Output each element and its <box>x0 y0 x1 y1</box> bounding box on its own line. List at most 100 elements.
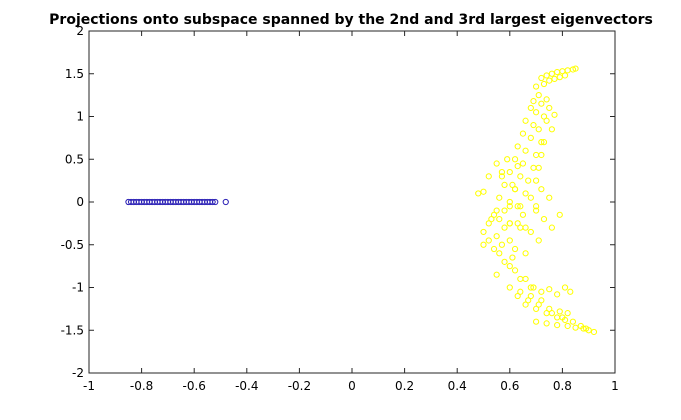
data-point-series-2 <box>509 254 516 261</box>
data-point-series-2 <box>506 263 513 270</box>
data-point-series-2 <box>548 70 555 77</box>
data-point-series-2 <box>480 241 487 248</box>
data-point-series-2 <box>543 72 550 79</box>
data-point-series-2 <box>538 288 545 295</box>
x-tick-label: 0 <box>348 379 356 393</box>
data-point-series-2 <box>533 318 540 325</box>
data-point-series-2 <box>480 188 487 195</box>
data-point-series-2 <box>540 139 548 146</box>
data-point-series-2 <box>551 111 558 118</box>
data-point-series-2 <box>546 286 553 293</box>
data-point-series-2 <box>572 65 579 72</box>
data-point-series-2 <box>548 224 555 231</box>
data-point-series-2 <box>506 168 513 176</box>
data-point-series-2 <box>533 305 540 312</box>
data-point-series-2 <box>504 156 511 163</box>
data-point-series-2 <box>535 301 542 308</box>
data-point-series-2 <box>540 113 548 120</box>
data-point-series-2 <box>546 194 553 201</box>
y-tick-label: 1.5 <box>65 67 84 81</box>
data-point-series-2 <box>548 126 555 133</box>
data-point-series-1 <box>209 198 216 206</box>
data-point-series-2 <box>527 284 534 291</box>
axis-ticks: -1 -0.8 -0.6 -0.4 -0.2 0 0.2 0.4 0.6 0.8 1 -2 -1.5 -1… <box>61 24 619 393</box>
data-point-series-2 <box>567 288 574 295</box>
data-point-series-2 <box>519 160 527 167</box>
data-point-series-2 <box>535 237 542 244</box>
y-tick-label: -1 <box>72 281 84 295</box>
x-tick-label: 0.6 <box>500 379 519 393</box>
data-point-series-2 <box>501 181 508 188</box>
x-tick-label: 0.4 <box>448 379 467 393</box>
data-point-series-2 <box>506 220 513 227</box>
data-point-series-2 <box>496 194 503 201</box>
data-point-series-2 <box>496 250 503 257</box>
data-point-series-2 <box>543 96 550 103</box>
data-point-series-2 <box>533 177 540 184</box>
data-point-series-2 <box>582 325 590 332</box>
data-point-series-2 <box>546 305 553 312</box>
data-point-series-2 <box>501 224 508 231</box>
data-point-series-2 <box>535 92 542 99</box>
x-tick-label: 0.8 <box>553 379 572 393</box>
data-point-series-2 <box>485 173 492 180</box>
data-point-series-2 <box>517 173 524 180</box>
data-point-series-2 <box>517 275 524 283</box>
data-point-series-2 <box>533 109 540 116</box>
data-point-series-2 <box>522 147 529 154</box>
y-tick-label: -0.5 <box>61 238 84 252</box>
data-point-series-2 <box>569 318 577 325</box>
data-points <box>125 65 598 336</box>
data-point-series-2 <box>546 77 553 84</box>
data-point-series-2 <box>546 104 553 112</box>
data-point-series-2 <box>538 297 545 304</box>
data-point-series-2 <box>501 258 508 265</box>
y-tick-label: 0.5 <box>65 152 84 166</box>
data-point-series-2 <box>511 267 519 274</box>
data-point-series-2 <box>564 310 571 317</box>
data-point-series-2 <box>511 245 519 253</box>
data-point-series-2 <box>543 320 550 327</box>
data-point-series-2 <box>554 291 561 298</box>
data-point-series-2 <box>506 203 513 210</box>
data-point-series-2 <box>540 80 548 88</box>
data-point-series-2 <box>501 207 508 214</box>
data-point-series-2 <box>519 211 527 218</box>
data-point-series-2 <box>511 186 519 193</box>
data-point-series-2 <box>533 83 540 90</box>
y-tick-label: -1.5 <box>61 323 84 337</box>
data-point-series-2 <box>527 228 534 236</box>
data-point-series-2 <box>511 156 519 163</box>
data-point-series-2 <box>538 100 545 107</box>
data-point-series-2 <box>522 190 529 197</box>
data-point-series-2 <box>493 271 500 278</box>
data-point-series-2 <box>554 322 561 329</box>
data-point-series-2 <box>527 292 534 300</box>
data-point-series-2 <box>522 117 529 124</box>
data-point-series-2 <box>506 198 513 206</box>
data-point-series-2 <box>517 224 524 231</box>
data-point-series-2 <box>590 328 598 336</box>
data-point-series-2 <box>517 203 524 210</box>
data-point-series-2 <box>527 104 534 112</box>
x-tick-label: -0.2 <box>288 379 311 393</box>
data-point-series-2 <box>556 74 563 81</box>
data-point-series-2 <box>485 220 492 227</box>
data-point-series-2 <box>493 233 500 240</box>
data-point-series-1 <box>222 198 229 206</box>
chart-title: Projections onto subspace spanned by the… <box>49 12 653 28</box>
data-point-series-2 <box>490 245 498 253</box>
data-point-series-2 <box>527 134 534 141</box>
data-point-series-2 <box>535 126 542 133</box>
data-point-series-2 <box>577 322 584 330</box>
data-point-series-2 <box>498 168 506 176</box>
data-point-series-2 <box>506 237 513 244</box>
data-point-series-2 <box>533 203 540 210</box>
data-point-series-2 <box>498 241 506 248</box>
data-point-series-2 <box>551 75 558 82</box>
data-point-series-2 <box>485 237 492 244</box>
data-point-series-2 <box>517 288 524 295</box>
data-point-series-2 <box>525 297 532 304</box>
data-point-series-2 <box>538 151 545 159</box>
data-point-series-2 <box>569 66 577 73</box>
